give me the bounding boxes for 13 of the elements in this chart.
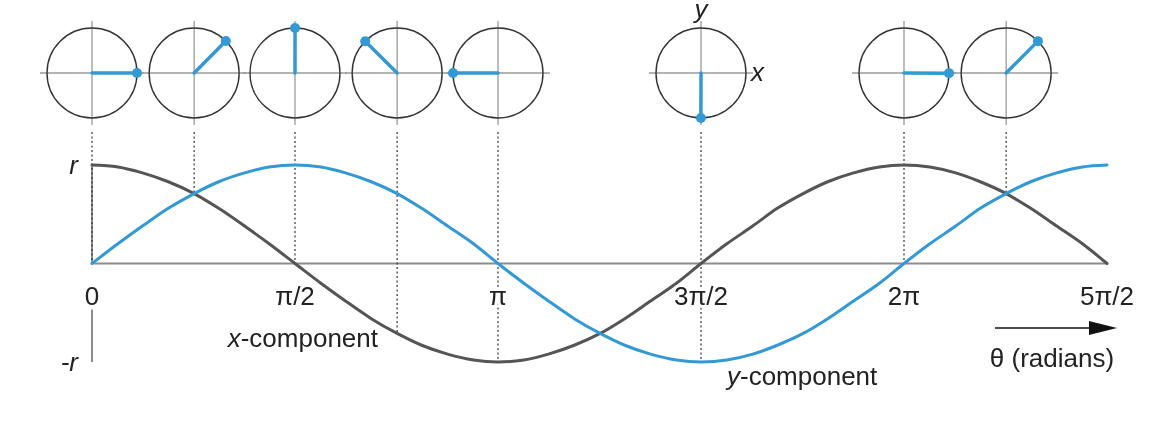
x-tick-label: π [489,280,507,311]
annotation: r [69,150,80,180]
x-tick-label: π/2 [275,280,315,311]
text: -r [60,347,80,377]
x-tick-label: 5π/2 [1079,280,1135,311]
x-tick-label: 0 [84,280,100,311]
x-axis-title: θ (radians) [989,343,1115,373]
series-label: x-component [225,323,379,353]
x-tick-label: 3π/2 [673,280,729,311]
series-label: y-component [725,361,879,391]
x-tick-label: 2π [887,280,921,311]
text: x [749,57,765,87]
text: y [692,0,710,24]
